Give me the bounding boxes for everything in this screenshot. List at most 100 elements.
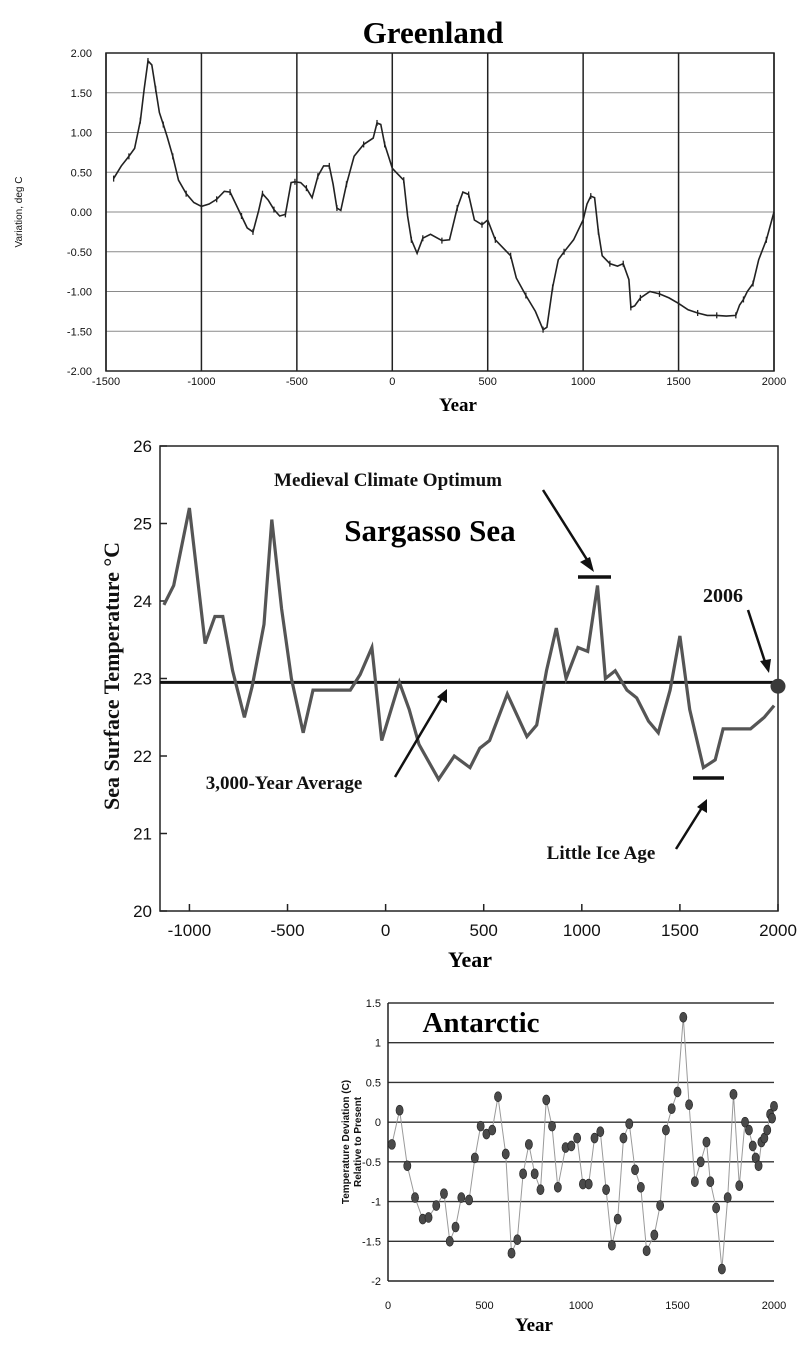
antarctic-data-point xyxy=(553,1181,562,1193)
antarctic-data-point xyxy=(542,1094,551,1106)
antarctic-x-tick-label: 1500 xyxy=(665,1300,689,1312)
sargasso-y-tick-label: 26 xyxy=(133,437,152,456)
sargasso-x-tick-label: 0 xyxy=(381,921,390,940)
antarctic-data-point xyxy=(763,1124,772,1136)
antarctic-data-point xyxy=(636,1181,645,1193)
antarctic-data-point xyxy=(602,1184,610,1195)
antarctic-data-point xyxy=(507,1247,516,1259)
sargasso-x-tick-label: 1000 xyxy=(563,921,601,940)
antarctic-y-axis-label-line: Relative to Present xyxy=(353,1096,364,1187)
antarctic-data-point xyxy=(596,1126,605,1137)
antarctic-data-point xyxy=(745,1124,753,1136)
antarctic-data-point xyxy=(519,1168,527,1180)
antarctic-y-tick-label: 0 xyxy=(375,1117,381,1129)
antarctic-data-point xyxy=(712,1202,720,1214)
antarctic-y-tick-label: -2 xyxy=(371,1276,381,1288)
sargasso-series xyxy=(162,507,776,783)
greenland-y-tick-label: 2.00 xyxy=(71,48,92,60)
antarctic-data-point xyxy=(625,1118,634,1130)
antarctic-data-point xyxy=(424,1212,433,1223)
antarctic-data-point xyxy=(690,1176,699,1188)
antarctic-data-point xyxy=(667,1103,676,1114)
antarctic-data-point xyxy=(613,1213,622,1225)
antarctic-data-point xyxy=(717,1263,726,1275)
antarctic-data-point xyxy=(685,1099,693,1110)
arrow-2006 xyxy=(746,609,768,666)
antarctic-x-axis-label: Year xyxy=(515,1315,554,1336)
greenland-x-tick-label: 1500 xyxy=(666,376,690,388)
arrowhead-average xyxy=(437,689,447,703)
antarctic-x-ticks: 0 500 1000 1500 2000 xyxy=(385,1300,786,1312)
greenland-title: Greenland xyxy=(363,15,504,50)
antarctic-data-point xyxy=(656,1200,665,1211)
greenland-x-tick-label: 1000 xyxy=(571,376,595,388)
greenland-y-tick-label: -1.00 xyxy=(67,287,92,299)
sargasso-title: Sargasso Sea xyxy=(344,513,516,548)
arrow-medieval xyxy=(541,489,593,567)
arrowhead-little-ice-age xyxy=(697,799,707,813)
antarctic-x-tick-label: 2000 xyxy=(762,1300,786,1312)
greenland-y-tick-label: 0.50 xyxy=(71,167,92,179)
arrowhead-medieval xyxy=(580,557,594,572)
sargasso-y-axis-label: Sea Surface Temperature °C xyxy=(99,542,124,810)
greenland-chart: Greenland 2.00 1.50 1.00 0.50 0.00 -0.50 -1.00… xyxy=(14,15,786,416)
antarctic-data-point xyxy=(607,1239,616,1251)
antarctic-grid xyxy=(388,1002,774,1242)
antarctic-data-point xyxy=(494,1091,502,1103)
annotation-3000-year-average: 3,000-Year Average xyxy=(206,773,363,794)
greenland-y-tick-label: 0.00 xyxy=(71,207,92,219)
greenland-x-axis-label: Year xyxy=(439,395,478,416)
antarctic-data-point xyxy=(501,1148,510,1160)
antarctic-data-point xyxy=(530,1168,539,1180)
greenland-x-tick-label: -1000 xyxy=(187,376,215,388)
annotation-little-ice-age: Little Ice Age xyxy=(547,843,656,864)
antarctic-data-point xyxy=(702,1136,711,1148)
antarctic-y-tick-label: 1.5 xyxy=(366,998,381,1010)
annotation-2006: 2006 xyxy=(703,585,743,607)
antarctic-data-point xyxy=(488,1124,497,1136)
antarctic-title: Antarctic xyxy=(422,1007,539,1039)
sargasso-y-tick-label: 22 xyxy=(133,747,152,766)
greenland-y-tick-label: 1.00 xyxy=(71,128,92,140)
antarctic-series xyxy=(387,1011,778,1275)
sargasso-chart: 26 25 24 23 22 21 20 -1000 -500 0 500 1000 1500 2000… xyxy=(99,437,797,972)
sargasso-x-axis-label: Year xyxy=(448,947,492,972)
antarctic-y-axis-label-line: Temperature Deviation (C) xyxy=(341,1080,352,1204)
greenland-y-tick-label: -2.00 xyxy=(67,366,92,378)
antarctic-data-point xyxy=(524,1139,533,1150)
antarctic-data-point xyxy=(513,1234,522,1245)
greenland-y-tick-label: 1.50 xyxy=(71,88,92,100)
antarctic-data-point xyxy=(403,1160,412,1172)
antarctic-data-point xyxy=(723,1192,732,1203)
antarctic-data-point xyxy=(768,1112,776,1124)
greenland-series xyxy=(112,57,775,333)
greenland-y-axis-label: Variation, deg C xyxy=(14,177,25,248)
annotation-medieval-climate-optimum: Medieval Climate Optimum xyxy=(274,470,502,491)
antarctic-data-point xyxy=(584,1178,593,1190)
antarctic-y-tick-label: -0.5 xyxy=(362,1157,381,1169)
antarctic-data-point xyxy=(387,1139,396,1150)
antarctic-data-point xyxy=(642,1245,651,1257)
antarctic-title-background xyxy=(400,1005,560,1039)
sargasso-y-tick-label: 25 xyxy=(133,515,152,534)
antarctic-data-point xyxy=(445,1235,454,1247)
antarctic-data-point xyxy=(729,1089,738,1100)
antarctic-data-point xyxy=(754,1160,763,1172)
antarctic-data-point xyxy=(619,1132,628,1144)
antarctic-data-point xyxy=(631,1164,639,1176)
antarctic-x-tick-label: 0 xyxy=(385,1300,391,1312)
sargasso-y-tick-label: 23 xyxy=(133,670,152,689)
sargasso-2006-marker xyxy=(770,678,786,694)
antarctic-data-point xyxy=(536,1184,545,1195)
sargasso-y-tick-label: 24 xyxy=(133,592,152,611)
antarctic-data-point xyxy=(457,1192,466,1203)
sargasso-x-tick-label: -500 xyxy=(271,921,305,940)
antarctic-chart: 1.5 1 0.5 0 -0.5 -1 -1.5 -2 0 500 1000 1500 2000 Te… xyxy=(341,998,786,1336)
greenland-y-tick-label: -0.50 xyxy=(67,247,92,259)
sargasso-temperature-line xyxy=(162,507,776,783)
antarctic-data-point xyxy=(465,1194,473,1206)
antarctic-y-tick-label: -1 xyxy=(371,1197,381,1209)
sargasso-y-tick-label: 20 xyxy=(133,902,152,921)
antarctic-data-point xyxy=(741,1116,749,1128)
